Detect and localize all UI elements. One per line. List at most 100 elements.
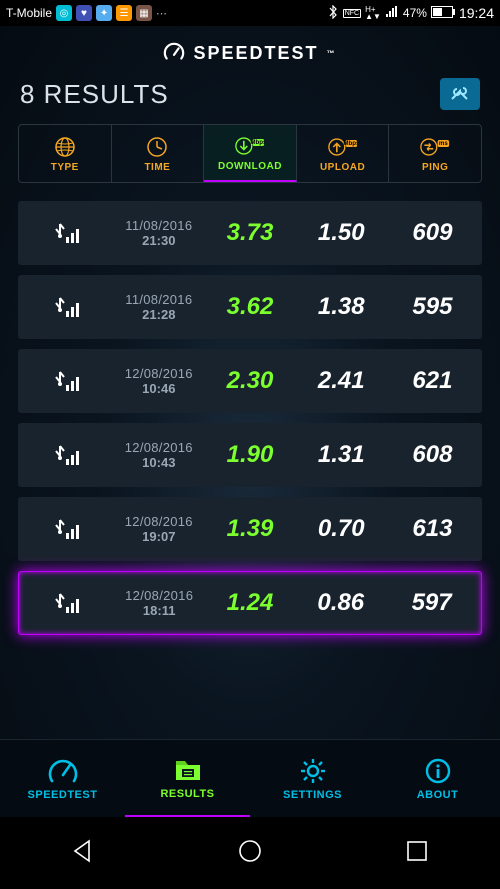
android-nav-bar [0,817,500,889]
result-row[interactable]: 12/08/201610:431.901.31608 [18,423,482,487]
cell-type [23,591,114,615]
upload-icon: Mbps [328,136,358,158]
row-time: 19:07 [142,529,175,544]
cell-upload: 1.50 [296,219,387,247]
svg-text:Mbps: Mbps [343,140,358,147]
cell-upload: 0.70 [296,515,387,543]
result-row[interactable]: 11/08/201621:303.731.50609 [18,201,482,265]
cell-time: 12/08/201619:07 [113,514,204,544]
results-count: 8 RESULTS [20,79,169,110]
battery-pct: 47% [403,6,427,20]
results-list: 11/08/201621:303.731.5060911/08/201621:2… [0,193,500,635]
app-title: SPEEDTEST [193,43,318,64]
notif-icon-3: ✦ [96,5,112,21]
clock-icon [142,136,172,158]
nav-settings[interactable]: SETTINGS [250,740,375,817]
wrench-icon [449,85,471,103]
trademark: ™ [327,49,337,58]
nav-speedtest-label: SPEEDTEST [28,789,98,801]
cell-download: 3.73 [204,219,295,247]
carrier-label: T-Mobile [6,6,52,20]
row-time: 21:30 [142,233,175,248]
nav-about[interactable]: ABOUT [375,740,500,817]
result-row[interactable]: 12/08/201619:071.390.70613 [18,497,482,561]
cell-upload: 1.31 [296,441,387,469]
cell-upload: 1.38 [296,293,387,321]
col-header-type[interactable]: TYPE [19,125,112,182]
gauge-icon [47,757,79,785]
nav-about-label: ABOUT [417,789,459,801]
col-header-time[interactable]: TIME [112,125,205,182]
bluetooth-icon [327,5,339,22]
col-ping-label: PING [422,162,448,173]
result-row[interactable]: 12/08/201610:462.302.41621 [18,349,482,413]
cell-ping: 597 [386,589,477,617]
ping-icon: ms [420,136,450,158]
app-header: SPEEDTEST ™ [0,26,500,74]
row-date: 12/08/2016 [125,440,193,455]
row-date: 11/08/2016 [125,218,192,233]
cell-time: 12/08/201610:46 [113,366,204,396]
svg-text:Mbps: Mbps [250,139,265,146]
notif-icon-5: ▦ [136,5,152,21]
battery-icon [431,6,455,21]
tools-button[interactable] [440,78,480,110]
row-time: 10:43 [142,455,175,470]
col-type-label: TYPE [51,162,79,173]
speedtest-logo-icon [163,42,185,64]
row-date: 12/08/2016 [125,366,193,381]
sys-home-button[interactable] [236,837,264,870]
col-upload-label: UPLOAD [320,162,365,173]
cell-upload: 2.41 [296,367,387,395]
notif-more-icon: ⋯ [156,7,167,20]
cell-type [22,443,113,467]
network-type-icon: H+▲▼ [365,6,381,20]
sys-recent-button[interactable] [403,837,431,870]
folder-icon [172,756,204,784]
column-headers: TYPE TIME Mbps DOWNLOAD Mb [18,124,482,183]
gear-icon [297,757,329,785]
android-status-bar: T-Mobile ◎ ♥ ✦ ☰ ▦ ⋯ NFC H+▲▼ 47% 19:24 [0,0,500,26]
cell-type [22,295,113,319]
nfc-icon: NFC [343,9,361,18]
row-time: 18:11 [143,603,176,618]
col-header-download[interactable]: Mbps DOWNLOAD [204,125,297,182]
cellular-icon [54,221,82,245]
clock: 19:24 [459,5,494,21]
app-content: SPEEDTEST ™ 8 RESULTS TYPE [0,26,500,817]
cell-time: 12/08/201610:43 [113,440,204,470]
cell-type [22,369,113,393]
cell-time: 12/08/201618:11 [114,588,205,618]
result-row[interactable]: 11/08/201621:283.621.38595 [18,275,482,339]
row-time: 10:46 [142,381,175,396]
svg-text:ms: ms [439,140,448,147]
col-header-upload[interactable]: Mbps UPLOAD [297,125,390,182]
sys-back-button[interactable] [69,837,97,870]
cell-ping: 613 [387,515,478,543]
row-date: 11/08/2016 [125,292,192,307]
col-header-ping[interactable]: ms PING [389,125,481,182]
cell-ping: 609 [387,219,478,247]
info-icon [422,757,454,785]
row-date: 12/08/2016 [125,588,193,603]
notif-icon-1: ◎ [56,5,72,21]
notif-icon-4: ☰ [116,5,132,21]
nav-speedtest[interactable]: SPEEDTEST [0,740,125,817]
cellular-icon [54,517,82,541]
nav-results[interactable]: RESULTS [125,740,250,817]
cell-ping: 595 [387,293,478,321]
row-time: 21:28 [142,307,175,322]
cellular-icon [54,295,82,319]
col-download-label: DOWNLOAD [218,161,282,172]
cell-download: 2.30 [204,367,295,395]
nav-results-label: RESULTS [160,788,214,800]
cell-download: 1.90 [204,441,295,469]
cell-download: 1.24 [205,589,296,617]
download-icon: Mbps [235,135,265,157]
cellular-icon [54,591,82,615]
cell-time: 11/08/201621:28 [113,292,204,322]
nav-settings-label: SETTINGS [283,789,342,801]
cell-time: 11/08/201621:30 [113,218,204,248]
cell-upload: 0.86 [295,589,386,617]
result-row[interactable]: 12/08/201618:111.240.86597 [18,571,482,635]
